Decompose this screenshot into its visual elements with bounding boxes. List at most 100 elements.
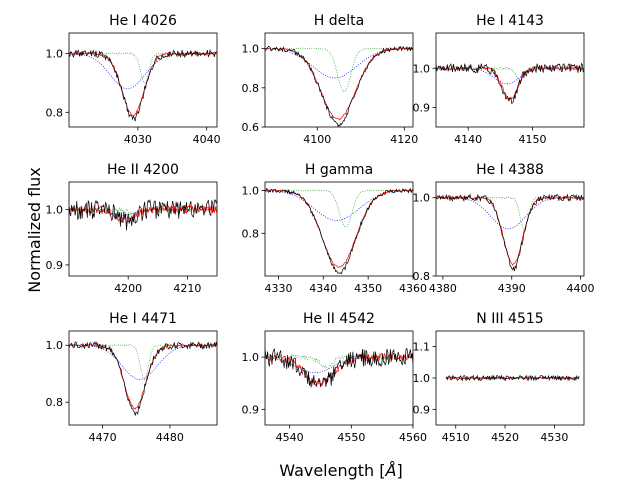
x-tick-label: 4100 bbox=[303, 133, 331, 146]
series-component-1 bbox=[265, 189, 413, 228]
series-observed bbox=[265, 347, 413, 388]
panels: He I 4026 4030 4040 0.8 1.0 H delta 4100 4120 0.… bbox=[46, 13, 595, 444]
x-tick-label: 4200 bbox=[114, 282, 142, 295]
x-tick-label: 4540 bbox=[276, 431, 304, 444]
y-tick-label: 0.9 bbox=[413, 403, 431, 416]
x-tick-label: 4520 bbox=[491, 431, 519, 444]
figure-ylabel: Normalized flux bbox=[25, 167, 44, 293]
y-tick-label: 0.8 bbox=[242, 82, 260, 95]
x-tick-label: 4470 bbox=[89, 431, 117, 444]
y-tick-label: 0.9 bbox=[242, 403, 260, 416]
y-tick-label: 0.9 bbox=[413, 101, 431, 114]
series-component-2 bbox=[69, 344, 217, 380]
panel-8: He II 4542 4540 4550 4560 0.9 1.0 bbox=[242, 311, 428, 444]
series-component-2 bbox=[69, 53, 217, 90]
y-tick-label: 1.1 bbox=[413, 341, 431, 354]
x-tick-label: 4030 bbox=[124, 133, 152, 146]
x-tick-label: 4550 bbox=[337, 431, 365, 444]
panel-title: He II 4200 bbox=[107, 162, 179, 178]
panel-frame bbox=[68, 32, 218, 128]
series-component-1 bbox=[265, 353, 413, 369]
series-model-total bbox=[69, 51, 217, 117]
panel-1: He I 4026 4030 4040 0.8 1.0 bbox=[46, 13, 221, 146]
series-model-total bbox=[265, 47, 413, 121]
series-component-1 bbox=[445, 376, 580, 380]
x-tick-label: 4350 bbox=[354, 282, 382, 295]
panel-frame bbox=[435, 181, 585, 277]
series-observed bbox=[265, 45, 413, 127]
y-tick-label: 0.9 bbox=[46, 259, 64, 272]
figure-xlabel: Wavelength [Å] bbox=[279, 461, 402, 480]
panel-2: H delta 4100 4120 0.6 0.8 1.0 bbox=[242, 13, 419, 146]
series-observed bbox=[69, 340, 217, 416]
x-tick-label: 4380 bbox=[429, 282, 457, 295]
x-tick-label: 4390 bbox=[498, 282, 526, 295]
panel-frame bbox=[68, 181, 218, 277]
panel-title: N III 4515 bbox=[476, 311, 543, 327]
y-tick-label: 1.0 bbox=[242, 351, 260, 364]
y-tick-label: 0.8 bbox=[242, 227, 260, 240]
series-component-2 bbox=[265, 190, 413, 221]
panel-frame bbox=[264, 32, 414, 128]
panel-3: He I 4143 4140 4150 0.9 1.0 bbox=[413, 13, 585, 146]
x-tick-label: 4560 bbox=[399, 431, 427, 444]
x-tick-label: 4150 bbox=[519, 133, 547, 146]
panel-7: He I 4471 4470 4480 0.8 1.0 bbox=[46, 311, 218, 444]
y-tick-label: 0.8 bbox=[46, 396, 64, 409]
panel-6: He I 4388 4380 4390 4400 0.8 1.0 bbox=[413, 162, 595, 295]
panel-title: H gamma bbox=[305, 162, 373, 178]
panel-title: He II 4542 bbox=[303, 311, 375, 327]
y-tick-label: 1.0 bbox=[46, 204, 64, 217]
x-tick-label: 4140 bbox=[454, 133, 482, 146]
series-component-2 bbox=[436, 197, 584, 230]
y-tick-label: 0.8 bbox=[413, 270, 431, 283]
y-tick-label: 1.0 bbox=[46, 48, 64, 61]
y-tick-label: 1.0 bbox=[242, 43, 260, 56]
series-model-total bbox=[265, 189, 413, 268]
x-tick-label: 4340 bbox=[309, 282, 337, 295]
panel-frame bbox=[264, 181, 414, 277]
series-observed bbox=[445, 374, 580, 382]
xlabel-text: Wavelength [ bbox=[279, 461, 385, 480]
series-observed bbox=[436, 62, 584, 104]
x-tick-label: 4530 bbox=[540, 431, 568, 444]
panel-title: He I 4026 bbox=[109, 13, 177, 29]
y-tick-label: 0.8 bbox=[46, 106, 64, 119]
x-tick-label: 4330 bbox=[264, 282, 292, 295]
series-component-2 bbox=[436, 67, 584, 85]
series-model-total bbox=[69, 205, 217, 225]
series-component-1 bbox=[265, 47, 413, 93]
series-component-2 bbox=[265, 48, 413, 79]
x-tick-label: 4210 bbox=[173, 282, 201, 295]
series-observed bbox=[69, 48, 217, 122]
series-component-1 bbox=[69, 206, 217, 217]
panel-frame bbox=[264, 330, 414, 426]
x-tick-label: 4040 bbox=[193, 133, 221, 146]
x-tick-label: 4360 bbox=[399, 282, 427, 295]
x-tick-label: 4400 bbox=[567, 282, 595, 295]
panel-title: He I 4143 bbox=[476, 13, 544, 29]
xlabel-unit: Å bbox=[385, 461, 397, 480]
series-observed bbox=[265, 187, 413, 275]
panel-4: He II 4200 4200 4210 0.9 1.0 bbox=[46, 162, 218, 295]
y-tick-label: 1.0 bbox=[46, 339, 64, 352]
panel-title: He I 4471 bbox=[109, 311, 177, 327]
series-component-1 bbox=[436, 196, 584, 231]
panel-9: N III 4515 4510 4520 4530 0.9 1.0 1.1 bbox=[413, 311, 585, 444]
panel-frame bbox=[68, 330, 218, 426]
x-tick-label: 4120 bbox=[390, 133, 418, 146]
series-model-total bbox=[69, 343, 217, 410]
x-tick-label: 4480 bbox=[156, 431, 184, 444]
panel-title: He I 4388 bbox=[476, 162, 544, 178]
panel-title: H delta bbox=[314, 13, 364, 29]
y-tick-label: 1.0 bbox=[413, 372, 431, 385]
series-observed bbox=[436, 193, 584, 272]
series-observed bbox=[69, 199, 217, 231]
y-tick-label: 0.6 bbox=[242, 121, 260, 134]
y-tick-label: 1.0 bbox=[413, 62, 431, 75]
y-tick-label: 1.0 bbox=[242, 185, 260, 198]
panel-frame bbox=[435, 32, 585, 128]
xlabel-close: ] bbox=[396, 461, 402, 480]
